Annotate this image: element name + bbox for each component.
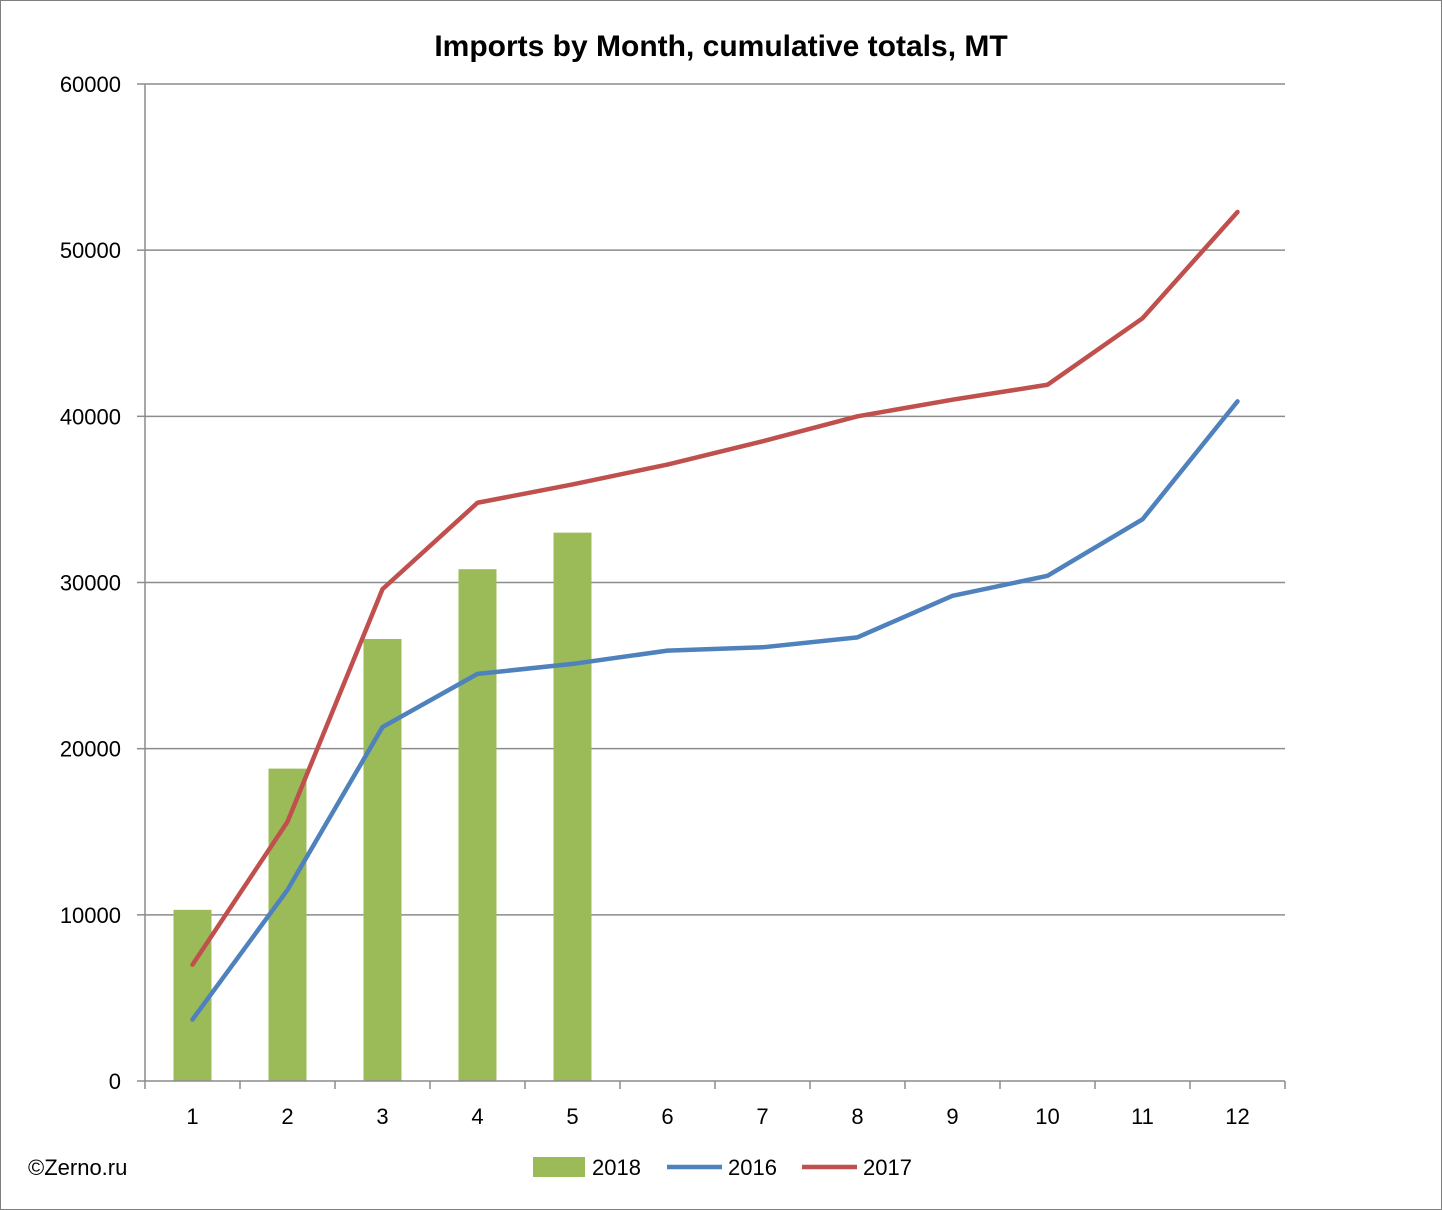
x-tick-label: 9 (946, 1104, 958, 1129)
y-tick-label: 60000 (60, 72, 121, 97)
credit-text: ©Zerno.ru (28, 1155, 127, 1180)
x-tick-label: 5 (566, 1104, 578, 1129)
line-2017 (190, 209, 1240, 967)
bar-2018-1 (173, 909, 212, 1081)
legend-label-2018: 2018 (592, 1155, 641, 1180)
line-2016 (190, 399, 1240, 1022)
x-tick-label: 6 (661, 1104, 673, 1129)
legend-label-2017: 2017 (863, 1155, 912, 1180)
gridlines (145, 83, 1285, 916)
chart-title: Imports by Month, cumulative totals, MT (434, 30, 1007, 63)
y-tick-label: 10000 (60, 903, 121, 928)
x-tick-label: 2 (281, 1104, 293, 1129)
y-tick-label: 50000 (60, 238, 121, 263)
legend-label-2016: 2016 (728, 1155, 777, 1180)
y-tick-label: 40000 (60, 404, 121, 429)
bar-2018-2 (268, 768, 307, 1081)
x-tick-label: 10 (1035, 1104, 1059, 1129)
bar-2018-5 (553, 532, 592, 1081)
x-tick-label: 8 (851, 1104, 863, 1129)
x-tick-label: 3 (376, 1104, 388, 1129)
line-series (190, 209, 1240, 1022)
x-tick-label: 1 (186, 1104, 198, 1129)
bar-2018-3 (363, 638, 402, 1081)
y-tick-label: 20000 (60, 737, 121, 762)
bar-series (173, 532, 592, 1081)
bar-2018-4 (458, 569, 497, 1081)
x-tick-label: 4 (471, 1104, 483, 1129)
y-tick-label: 0 (109, 1069, 121, 1094)
x-tick-label: 11 (1131, 1104, 1154, 1129)
legend: 2018 2016 2017 (533, 1155, 912, 1180)
x-tick-label: 7 (756, 1104, 768, 1129)
legend-swatch-2018 (533, 1157, 585, 1177)
x-tick-label: 12 (1225, 1104, 1249, 1129)
y-tick-label: 30000 (60, 571, 121, 596)
